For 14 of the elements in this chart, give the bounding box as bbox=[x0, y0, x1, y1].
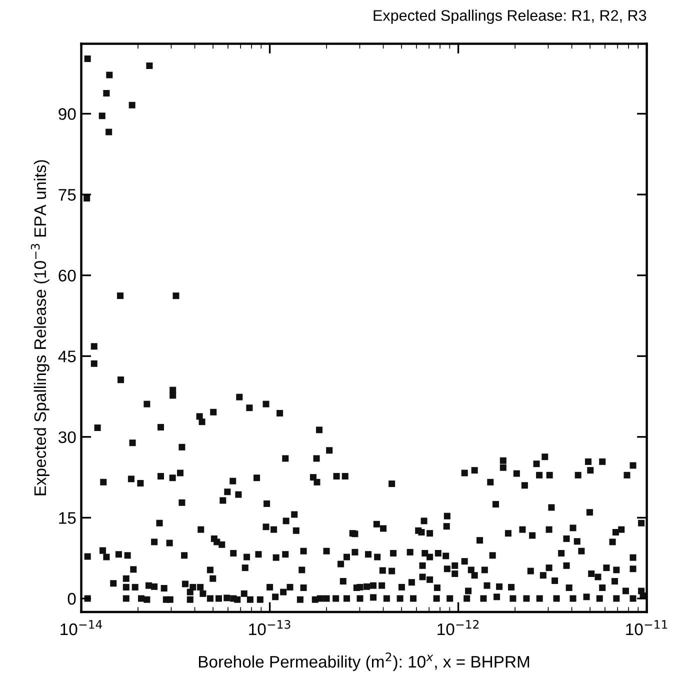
x-axis-title: Borehole Permeability (m$^{2}$): 10$^{x}$, x = BHPRM bbox=[198, 652, 530, 671]
x-tick-label: 10$^{−13}$ bbox=[249, 620, 290, 636]
y-tick-label: 0 bbox=[68, 592, 76, 605]
x-tick-label: 10$^{−12}$ bbox=[438, 620, 479, 636]
x-tick-label: 10$^{−14}$ bbox=[60, 620, 102, 636]
y-tick-label: 15 bbox=[59, 512, 76, 524]
chart-title: Expected Spallings Release: R1, R2, R3 bbox=[374, 10, 646, 24]
y-tick-label: 90 bbox=[58, 108, 76, 120]
x-tick-label: 10$^{−11}$ bbox=[626, 620, 668, 636]
y-tick-label: 45 bbox=[58, 350, 76, 362]
y-tick-label: 75 bbox=[58, 189, 76, 201]
y-tick-label: 30 bbox=[58, 431, 76, 444]
y-tick-label: 60 bbox=[58, 270, 76, 282]
y-axis-title: Expected Spallings Release (10$^{−3}$ EPA units) bbox=[30, 160, 50, 496]
